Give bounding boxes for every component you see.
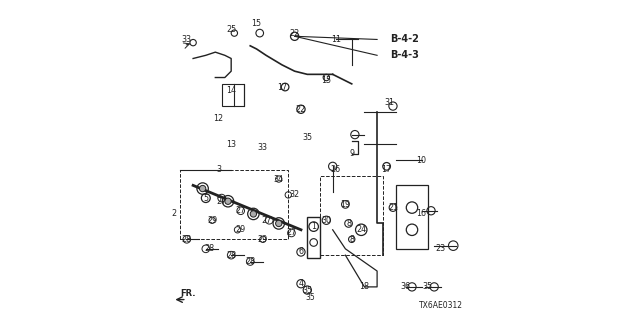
- Text: 11: 11: [331, 35, 341, 44]
- Text: 5: 5: [204, 194, 209, 203]
- Text: 28: 28: [245, 257, 255, 266]
- Text: 35: 35: [302, 133, 312, 142]
- Text: 1: 1: [311, 222, 316, 231]
- Text: 15: 15: [252, 19, 262, 28]
- Text: 22: 22: [289, 28, 300, 38]
- Text: 22: 22: [296, 105, 306, 114]
- Text: 28: 28: [182, 235, 192, 244]
- Text: 27: 27: [286, 228, 296, 237]
- Text: 29: 29: [236, 225, 246, 234]
- Text: 33: 33: [182, 35, 192, 44]
- Text: 36: 36: [401, 282, 411, 292]
- Text: 21: 21: [388, 203, 398, 212]
- Text: 16: 16: [417, 209, 426, 219]
- Text: 19: 19: [340, 200, 351, 209]
- Text: TX6AE0312: TX6AE0312: [419, 301, 463, 310]
- Text: 27: 27: [261, 216, 271, 225]
- Bar: [396, 185, 428, 249]
- Text: 30: 30: [321, 216, 332, 225]
- Text: FR.: FR.: [180, 289, 196, 298]
- Text: 31: 31: [385, 99, 395, 108]
- Text: B-4-3: B-4-3: [390, 50, 419, 60]
- Text: 35: 35: [306, 293, 316, 302]
- Text: 29: 29: [207, 216, 217, 225]
- Text: 9: 9: [349, 149, 355, 158]
- Text: 6: 6: [298, 247, 303, 257]
- Text: 28: 28: [226, 251, 236, 260]
- Text: 35: 35: [302, 285, 312, 295]
- Text: 8: 8: [346, 219, 351, 228]
- Text: 28: 28: [204, 244, 214, 253]
- Text: 4: 4: [298, 279, 303, 288]
- Text: 2: 2: [172, 209, 177, 219]
- Text: 8: 8: [349, 235, 354, 244]
- Text: 15: 15: [321, 76, 332, 85]
- Text: 17: 17: [277, 83, 287, 92]
- Circle shape: [276, 220, 282, 227]
- Text: 18: 18: [360, 282, 369, 292]
- Text: 35: 35: [423, 282, 433, 292]
- Text: 27: 27: [236, 206, 246, 215]
- Text: 17: 17: [381, 165, 392, 174]
- Text: 29: 29: [258, 235, 268, 244]
- Text: 26: 26: [331, 165, 341, 174]
- Text: 27: 27: [216, 197, 227, 206]
- Text: 14: 14: [226, 86, 236, 95]
- Bar: [180, 170, 288, 239]
- Text: 13: 13: [226, 140, 236, 148]
- Text: 3: 3: [216, 165, 221, 174]
- Text: 10: 10: [417, 156, 426, 164]
- Text: B-4-2: B-4-2: [390, 35, 419, 44]
- Text: 24: 24: [356, 225, 366, 234]
- Bar: [307, 217, 320, 258]
- Circle shape: [250, 211, 257, 217]
- Text: 33: 33: [258, 143, 268, 152]
- Circle shape: [200, 185, 206, 192]
- Text: 32: 32: [289, 190, 300, 199]
- Bar: [221, 84, 244, 106]
- Text: 23: 23: [435, 244, 445, 253]
- Circle shape: [225, 198, 231, 204]
- Text: 34: 34: [274, 174, 284, 184]
- Text: 12: 12: [213, 114, 223, 123]
- Bar: [320, 176, 383, 255]
- Text: 25: 25: [226, 25, 236, 35]
